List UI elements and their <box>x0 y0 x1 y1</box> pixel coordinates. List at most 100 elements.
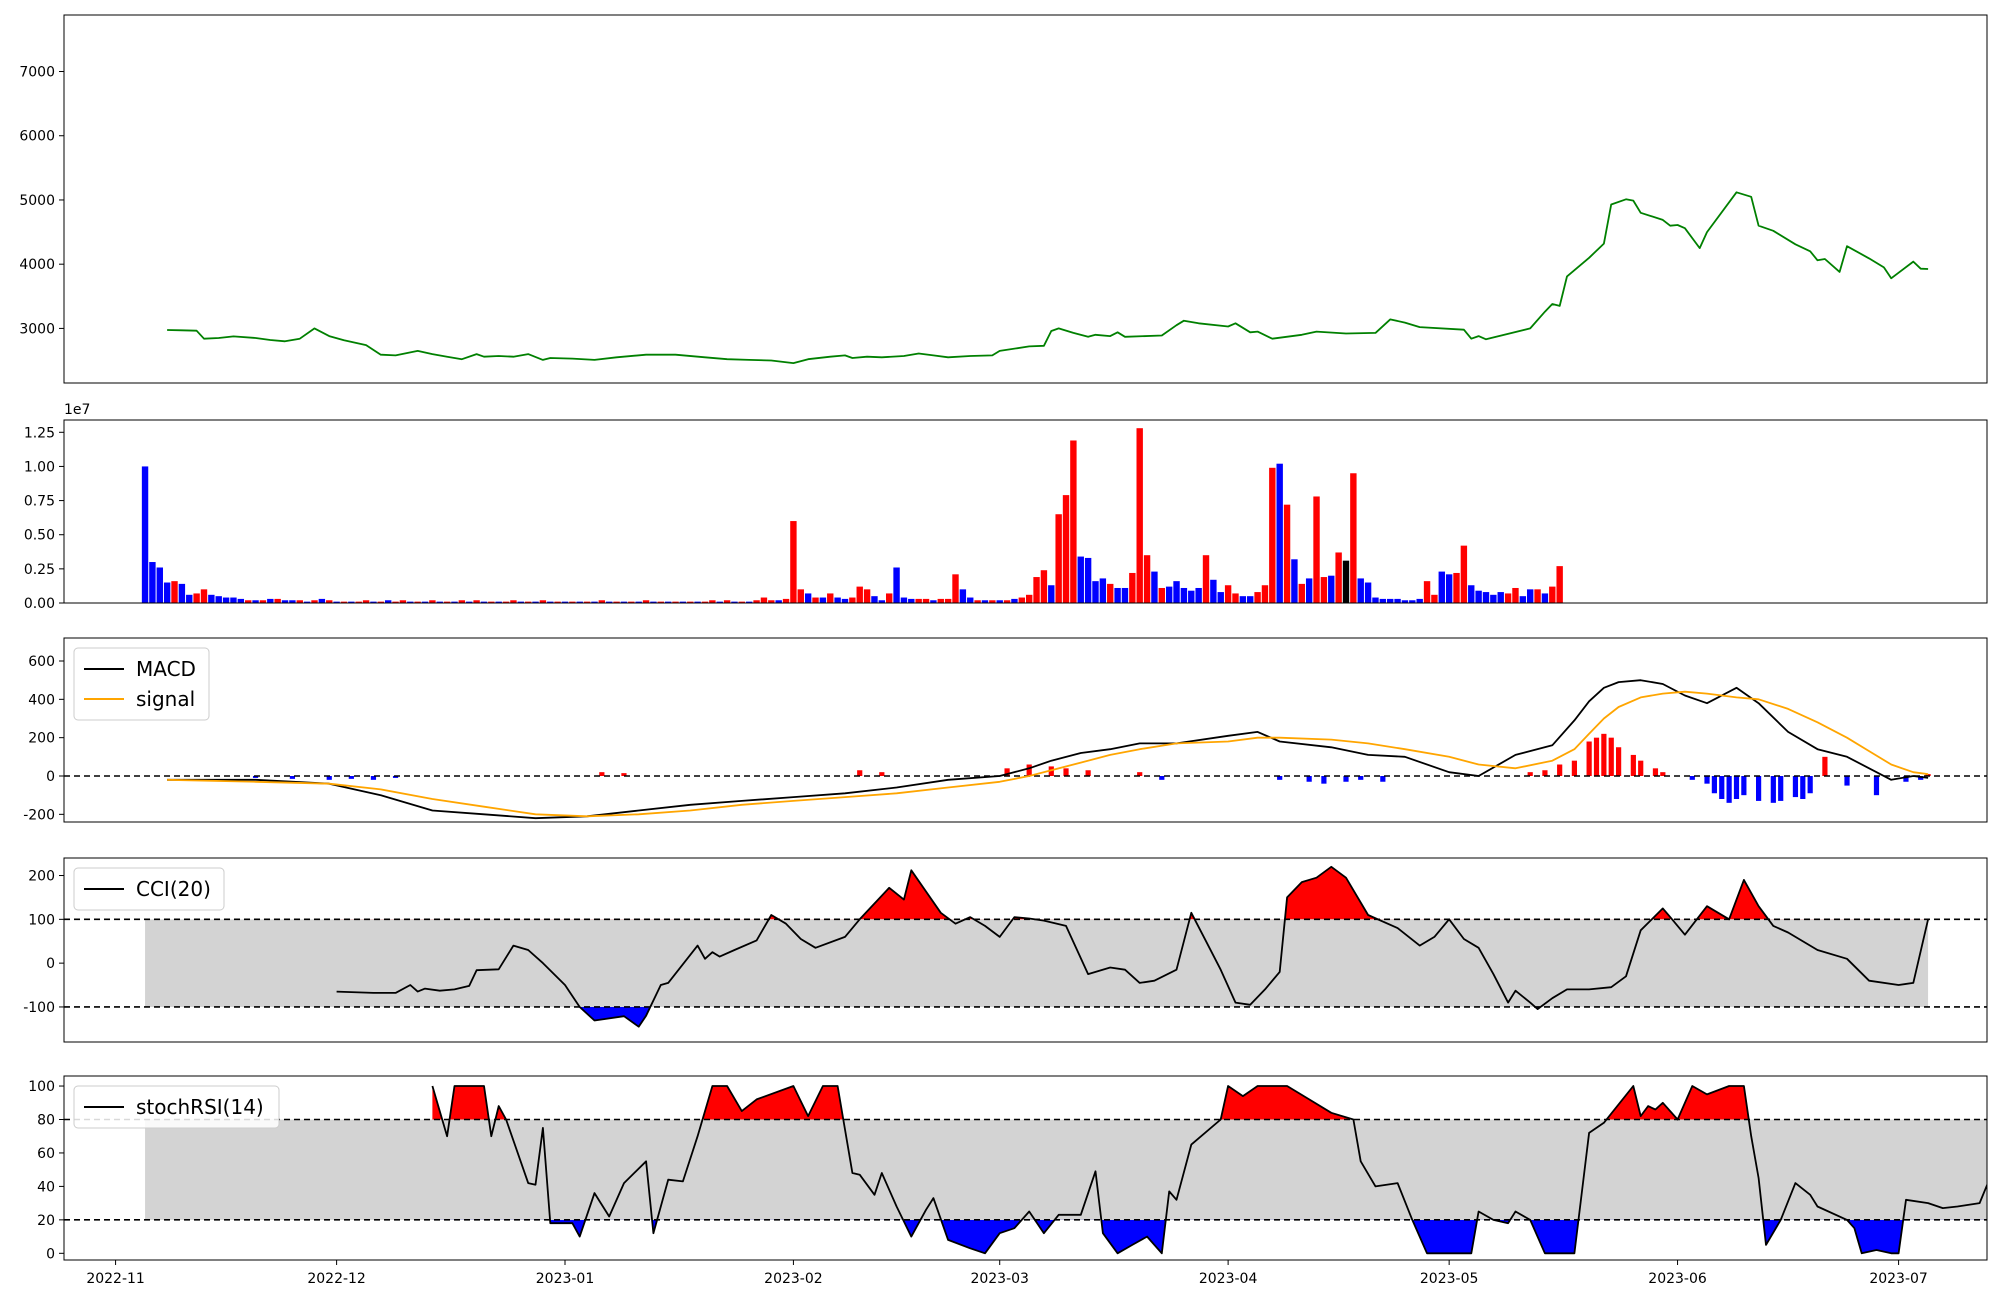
y-tick-label: 0.50 <box>24 528 55 544</box>
histogram-bar <box>1380 776 1386 782</box>
histogram-bar <box>1542 770 1548 776</box>
volume-bar <box>1136 428 1143 603</box>
volume-bar <box>723 600 731 603</box>
x-tick-label: 2023-01 <box>536 1271 595 1287</box>
volume-bar <box>186 594 193 603</box>
volume-bar <box>1431 594 1438 603</box>
volume-bar <box>841 598 849 603</box>
volume-bar <box>473 600 480 603</box>
panel-frame <box>63 419 1988 604</box>
histogram-bar <box>1306 776 1312 782</box>
volume-bar <box>1401 600 1409 603</box>
histogram-bar <box>1321 776 1327 784</box>
series-line-signal <box>167 690 1929 818</box>
histogram-bar <box>1004 768 1010 776</box>
plot-area-stochrsi <box>64 1085 1987 1255</box>
volume-bar <box>1025 594 1033 603</box>
volume-bar <box>849 597 856 603</box>
plot-area-price <box>167 191 1929 364</box>
volume-bar <box>215 596 222 603</box>
volume-bar <box>738 601 746 603</box>
volume-bar <box>547 601 554 603</box>
volume-bar <box>348 601 355 603</box>
y-tick-label: 0.75 <box>24 494 55 510</box>
histogram-bar <box>1571 760 1578 776</box>
series-line-price <box>167 191 1929 364</box>
legend-label: stochRSI(14) <box>136 1095 264 1119</box>
plot-area-macd <box>64 679 1987 820</box>
legend-box <box>73 867 225 911</box>
volume-bar <box>392 601 399 603</box>
volume-bar <box>687 601 694 603</box>
volume-bar <box>222 597 230 603</box>
volume-bar <box>591 601 598 603</box>
volume-bar <box>1084 557 1092 603</box>
volume-bar <box>664 601 672 603</box>
histogram-bar <box>1903 776 1909 782</box>
histogram-bar <box>326 776 332 780</box>
volume-bar <box>362 600 370 603</box>
oversold-fill <box>550 1219 1904 1254</box>
volume-bar <box>1438 571 1445 603</box>
legend-label: CCI(20) <box>136 877 211 901</box>
volume-bar <box>355 601 362 603</box>
volume-bar <box>399 600 407 603</box>
x-tick-label: 2023-07 <box>1869 1271 1928 1287</box>
histogram-bar <box>1137 772 1143 776</box>
band-fill <box>145 1119 1987 1220</box>
volume-bar <box>1269 467 1276 603</box>
volume-bar <box>149 562 156 603</box>
y-tick-label: 0.00 <box>24 596 55 612</box>
volume-bar <box>878 600 886 603</box>
volume-bar <box>1519 596 1527 603</box>
volume-bar <box>318 598 326 603</box>
volume-bar <box>193 593 200 603</box>
volume-bar <box>1468 585 1475 603</box>
volume-bar <box>495 601 502 603</box>
histogram-bar <box>1652 768 1659 776</box>
volume-bar <box>974 600 981 603</box>
histogram-bar <box>1689 776 1695 780</box>
histogram-bar <box>1660 772 1666 776</box>
x-tick-label: 2022-11 <box>86 1271 145 1287</box>
volume-bar <box>1003 600 1011 603</box>
legend-label: signal <box>136 687 195 711</box>
volume-bar <box>1298 583 1305 603</box>
volume-bar <box>1460 545 1468 603</box>
panel-price: 3000 4000 5000 6000 7000 <box>19 14 1988 384</box>
histogram-bar <box>252 776 259 778</box>
y-tick-label: 6000 <box>19 129 55 145</box>
volume-bar <box>1490 594 1497 603</box>
histogram-bar <box>1704 776 1710 784</box>
y-tick-label: 600 <box>28 654 55 670</box>
volume-bar <box>1394 598 1401 603</box>
volume-bar <box>340 601 348 603</box>
histogram-bar <box>1726 776 1732 803</box>
volume-bar <box>208 594 215 603</box>
volume-bar <box>163 582 171 603</box>
panel-frame <box>63 1075 1988 1261</box>
histogram-bar <box>1601 733 1607 776</box>
plot-area-cci <box>64 865 1987 1028</box>
volume-bar <box>1247 596 1254 603</box>
volume-bar <box>576 601 583 603</box>
volume-bar <box>510 600 517 603</box>
volume-bar <box>753 600 760 603</box>
panel-cci: -100 0 100 200 CCI(20) <box>23 857 1988 1043</box>
volume-bar <box>414 601 421 603</box>
volume-bar <box>1040 570 1048 603</box>
histogram-bar <box>1925 774 1931 776</box>
y-tick-label: 200 <box>28 869 55 885</box>
histogram-bar <box>599 772 605 776</box>
y-tick-label: 3000 <box>19 321 55 337</box>
y-tick-label: 4000 <box>19 257 55 273</box>
volume-bar <box>466 601 473 603</box>
histogram-bar <box>1343 776 1349 782</box>
histogram-bar <box>1557 764 1563 776</box>
histogram-bar <box>1778 776 1784 801</box>
legend-label: MACD <box>136 657 196 681</box>
volume-bar <box>746 601 753 603</box>
volume-bar <box>451 601 458 603</box>
volume-bar <box>502 601 510 603</box>
y-tick-label: 0.25 <box>24 562 55 578</box>
